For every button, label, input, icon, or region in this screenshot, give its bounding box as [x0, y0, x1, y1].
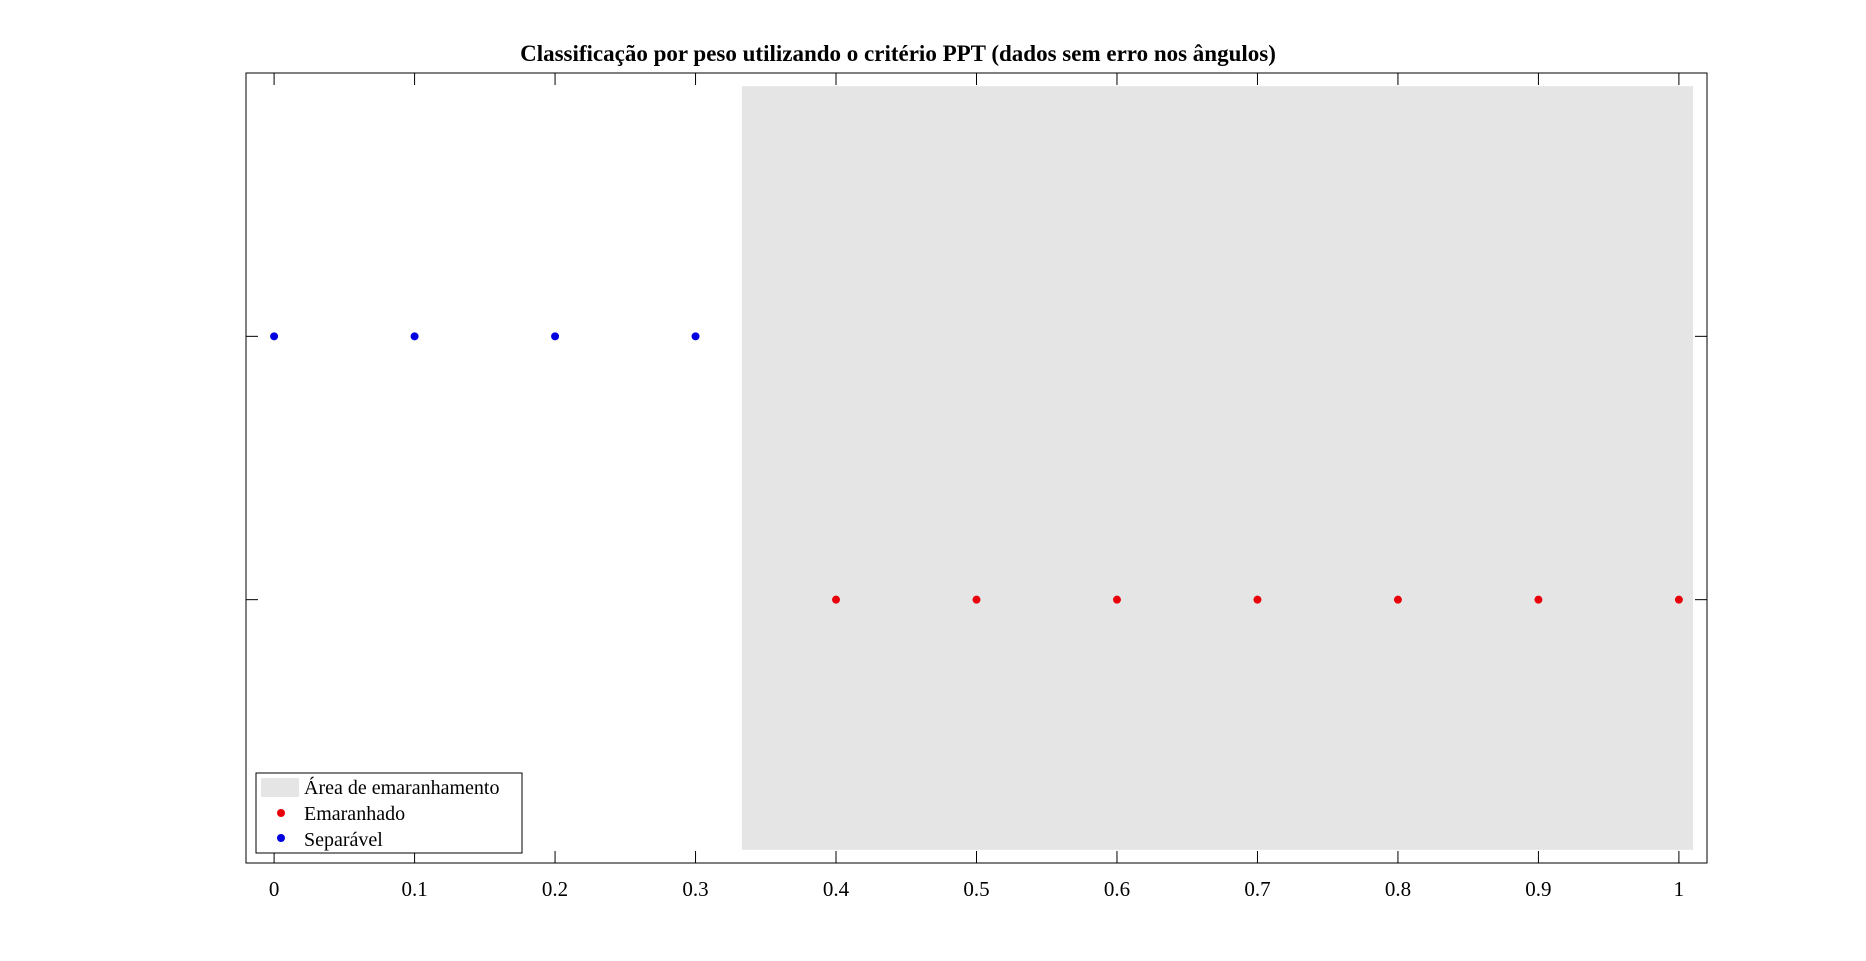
chart-title: Classificação por peso utilizando o crit… — [520, 41, 1276, 66]
x-tick-label: 0.6 — [1104, 877, 1130, 901]
x-tick-label: 0.1 — [401, 877, 427, 901]
legend-label-area: Área de emaranhamento — [304, 776, 499, 799]
x-tick-label: 0.4 — [823, 877, 850, 901]
legend-label-emaranhado: Emaranhado — [304, 803, 405, 825]
legend: Área de emaranhamento Emaranhado Separáv… — [255, 772, 523, 854]
data-points — [270, 332, 1683, 604]
point-separavel — [691, 332, 700, 341]
legend-marker-emaranhado — [277, 809, 285, 817]
legend-box — [255, 772, 523, 854]
shaded-region-layer — [741, 86, 1693, 850]
point-emaranhado — [972, 595, 981, 604]
x-tick-label: 0.7 — [1244, 877, 1270, 901]
x-tick-label: 0.9 — [1525, 877, 1551, 901]
point-separavel — [270, 332, 279, 341]
x-tick-label: 0 — [269, 877, 280, 901]
point-separavel — [410, 332, 419, 341]
point-emaranhado — [1674, 595, 1683, 604]
legend-swatch-area — [261, 778, 299, 797]
x-tick-label: 0.5 — [963, 877, 989, 901]
legend-label-separavel: Separável — [304, 829, 383, 851]
x-tick-label: 0.2 — [542, 877, 568, 901]
point-emaranhado — [1534, 595, 1543, 604]
point-separavel — [551, 332, 560, 341]
axes: 0 0.1 0.2 0.3 0.4 0.5 0.6 0.7 0.8 0.9 1 — [245, 72, 1708, 901]
point-emaranhado — [1393, 595, 1402, 604]
x-tick-label: 0.3 — [682, 877, 708, 901]
point-emaranhado — [1253, 595, 1262, 604]
x-tick-label: 1 — [1674, 877, 1685, 901]
shaded-region-area — [741, 86, 1693, 850]
point-emaranhado — [832, 595, 841, 604]
point-emaranhado — [1112, 595, 1121, 604]
legend-marker-separavel — [277, 834, 285, 842]
x-tick-label: 0.8 — [1385, 877, 1411, 901]
